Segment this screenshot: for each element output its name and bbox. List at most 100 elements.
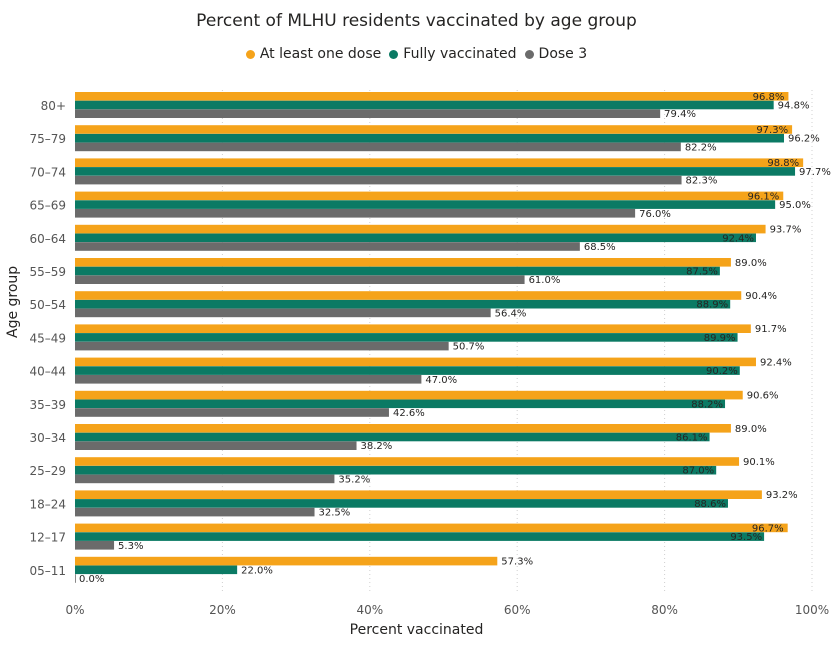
data-label: 89.0% [735,258,767,269]
data-label: 0.0% [79,574,104,585]
bar-at-least-one-dose[interactable] [75,224,766,234]
data-label: 86.1% [676,433,708,444]
bar-at-least-one-dose[interactable] [75,357,756,367]
data-label: 57.3% [501,557,533,568]
y-tick-label: 35–39 [29,398,66,412]
bar-dose-3[interactable] [75,242,580,251]
bar-fully-vaccinated[interactable] [75,465,717,475]
x-tick-label: 0% [65,603,84,617]
data-label: 90.1% [743,457,775,468]
data-label: 90.4% [745,291,777,302]
data-label: 91.7% [755,324,787,335]
legend-dot-first-dose [245,49,255,59]
bar-at-least-one-dose[interactable] [75,490,762,499]
data-label: 89.0% [735,424,767,435]
bar-at-least-one-dose[interactable] [75,92,789,101]
bar-fully-vaccinated[interactable] [75,532,765,541]
bar-dose-3[interactable] [75,275,525,284]
bar-dose-3[interactable] [75,574,76,583]
data-label: 93.7% [770,225,802,236]
legend-label-fully-vaccinated: Fully vaccinated [403,46,517,62]
bar-fully-vaccinated[interactable] [75,167,796,176]
legend-label-dose-3: Dose 3 [538,46,588,62]
y-axis-label: Age group [5,265,21,338]
data-label: 32.5% [319,508,351,519]
bar-at-least-one-dose[interactable] [75,125,793,134]
bar-fully-vaccinated[interactable] [75,266,720,276]
bar-fully-vaccinated[interactable] [75,100,774,110]
data-label: 89.9% [704,333,736,344]
bar-fully-vaccinated[interactable] [75,499,728,508]
bar-at-least-one-dose[interactable] [75,424,731,433]
bar-dose-3[interactable] [75,142,681,152]
bar-at-least-one-dose[interactable] [75,258,731,267]
bar-dose-3[interactable] [75,341,449,351]
data-label: 90.6% [747,391,779,402]
data-label: 22.0% [241,565,273,576]
y-tick-label: 25–29 [29,464,66,478]
y-tick-label: 18–24 [29,497,66,511]
y-tick-label: 40–44 [29,365,66,379]
bar-dose-3[interactable] [75,375,422,384]
data-label: 96.2% [788,134,820,145]
bar-dose-3[interactable] [75,507,315,517]
bar-fully-vaccinated[interactable] [75,432,710,442]
chart-title: Percent of MLHU residents vaccinated by … [196,11,637,31]
bar-at-least-one-dose[interactable] [75,291,742,300]
bar-dose-3[interactable] [75,308,491,318]
data-label: 42.6% [393,408,425,419]
data-label: 35.2% [338,474,370,485]
bar-at-least-one-dose[interactable] [75,523,788,533]
bar-at-least-one-dose[interactable] [75,556,498,566]
data-label: 68.5% [584,242,616,253]
y-tick-label: 70–74 [29,165,66,179]
legend-dot-dose-3 [524,49,534,59]
bar-fully-vaccinated[interactable] [75,233,756,243]
x-tick-label: 80% [651,603,678,617]
data-label: 76.0% [639,209,671,220]
legend-item-first-dose[interactable]: At least one dose [245,46,381,62]
bar-fully-vaccinated[interactable] [75,133,784,143]
data-label: 88.2% [691,399,723,410]
bar-at-least-one-dose[interactable] [75,390,743,400]
y-tick-label: 75–79 [29,132,66,146]
data-label: 93.2% [766,490,798,501]
bar-dose-3[interactable] [75,408,389,417]
y-tick-label: 60–64 [29,232,66,246]
legend-item-dose-3[interactable]: Dose 3 [524,46,588,62]
bar-fully-vaccinated[interactable] [75,399,726,409]
y-tick-label: 50–54 [29,298,66,312]
bar-fully-vaccinated[interactable] [75,333,738,342]
bar-fully-vaccinated[interactable] [75,200,776,209]
chart-legend: At least one dose Fully vaccinated Dose … [0,46,833,62]
bar-dose-3[interactable] [75,109,661,118]
legend-item-fully-vaccinated[interactable]: Fully vaccinated [389,46,517,62]
bar-at-least-one-dose[interactable] [75,324,751,333]
data-label: 5.3% [118,541,143,552]
data-label: 88.9% [696,300,728,311]
y-tick-label: 12–17 [29,531,66,545]
bar-dose-3[interactable] [75,209,636,218]
bar-fully-vaccinated[interactable] [75,565,238,575]
bar-dose-3[interactable] [75,474,335,484]
bar-fully-vaccinated[interactable] [75,366,740,375]
bar-fully-vaccinated[interactable] [75,299,731,309]
bar-at-least-one-dose[interactable] [75,457,740,466]
y-tick-label: 45–49 [29,331,66,345]
bar-dose-3[interactable] [75,441,357,450]
data-label: 93.5% [730,532,762,543]
data-label: 96.7% [752,523,784,534]
data-label: 92.4% [760,357,792,368]
bar-at-least-one-dose[interactable] [75,191,784,201]
data-label: 61.0% [529,275,561,286]
data-label: 97.7% [799,167,831,178]
data-label: 92.4% [722,233,754,244]
bar-dose-3[interactable] [75,175,682,185]
bar-dose-3[interactable] [75,541,115,550]
data-label: 98.8% [767,158,799,169]
x-tick-label: 40% [356,603,383,617]
data-label: 82.3% [686,176,718,187]
data-label: 87.5% [686,267,718,278]
bar-at-least-one-dose[interactable] [75,158,804,167]
